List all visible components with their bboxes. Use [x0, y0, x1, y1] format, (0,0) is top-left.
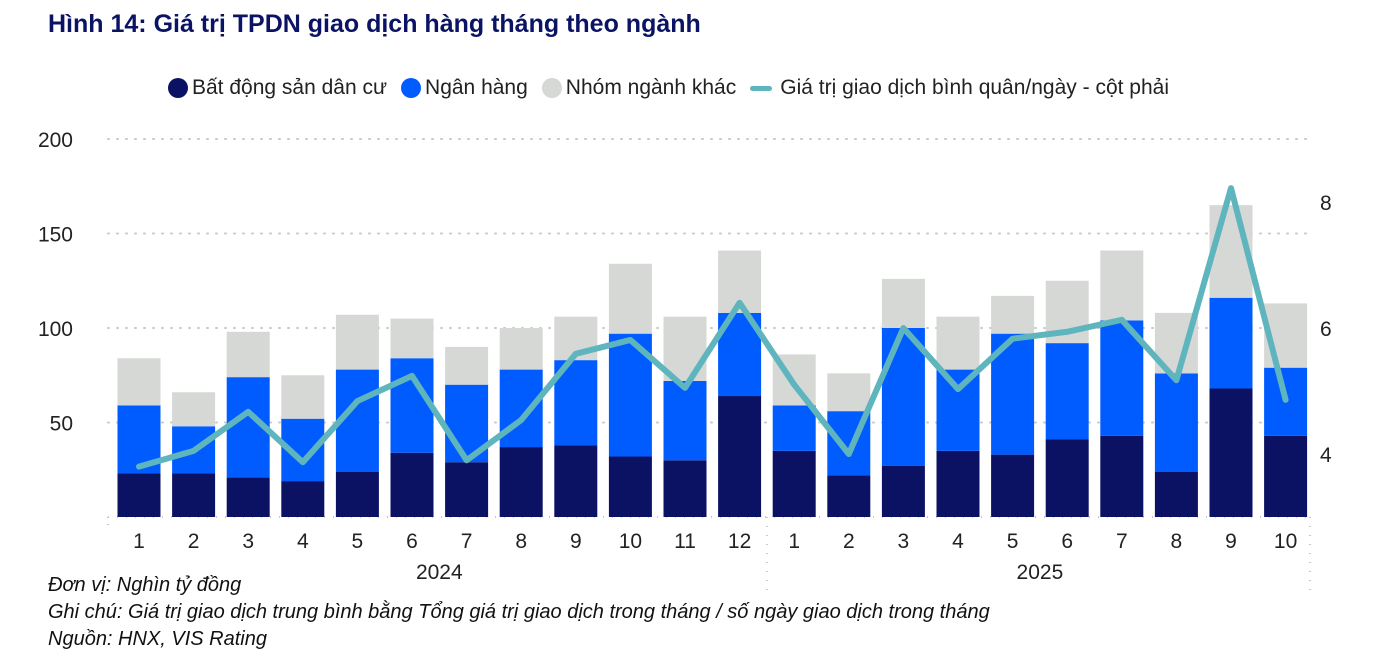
legend-swatch	[168, 78, 188, 98]
bar-others	[117, 358, 161, 406]
x-tick-label: 5	[352, 530, 364, 553]
bar-real-estate	[1264, 435, 1308, 517]
legend-label: Bất động sản dân cư	[192, 76, 388, 99]
x-tick-label: 8	[1171, 530, 1183, 553]
x-tick-label: 9	[570, 530, 582, 553]
y-left-tick-label: 200	[38, 129, 73, 152]
legend-label: Ngân hàng	[425, 76, 528, 99]
year-label: 2024	[416, 561, 463, 584]
notes: Đơn vị: Nghìn tỷ đồng Ghi chú: Giá trị g…	[48, 572, 990, 653]
x-tick-label: 7	[1116, 530, 1128, 553]
legend-item-real-estate: Bất động sản dân cư	[168, 76, 387, 100]
bar-banks	[881, 328, 925, 466]
x-tick-label: 12	[728, 530, 751, 553]
bar-others	[281, 375, 325, 419]
bar-others	[172, 392, 216, 427]
bar-real-estate	[1100, 435, 1144, 517]
legend-label: Nhóm ngành khác	[565, 76, 737, 99]
bar-real-estate	[663, 460, 707, 517]
x-tick-label: 3	[242, 530, 254, 553]
bar-others	[335, 314, 379, 370]
x-tick-label: 10	[1274, 530, 1297, 553]
x-tick-label: 6	[1061, 530, 1073, 553]
bar-others	[827, 373, 871, 412]
legend-label: Giá trị giao dịch bình quân/ngày - cột p…	[780, 76, 1169, 99]
bar-banks	[1209, 297, 1253, 389]
bar-banks	[663, 380, 707, 461]
bar-real-estate	[718, 396, 762, 517]
legend: Bất động sản dân cư Ngân hàng Nhóm ngành…	[168, 76, 1169, 100]
chart-title: Hình 14: Giá trị TPDN giao dịch hàng thá…	[48, 10, 701, 38]
bar-real-estate	[226, 477, 270, 517]
bar-banks	[1045, 343, 1089, 440]
y-right-tick-label: 8	[1320, 192, 1332, 215]
x-tick-label: 1	[788, 530, 800, 553]
bar-real-estate	[936, 450, 980, 517]
y-left-tick-label: 150	[38, 224, 73, 247]
bar-real-estate	[772, 450, 816, 517]
bar-real-estate	[554, 445, 598, 517]
bar-real-estate	[991, 454, 1035, 517]
legend-swatch	[401, 78, 422, 98]
y-right-tick-label: 4	[1320, 444, 1332, 467]
bar-others	[991, 295, 1035, 334]
x-tick-label: 4	[952, 530, 964, 553]
bar-real-estate	[499, 447, 543, 517]
x-tick-label: 5	[1007, 530, 1019, 553]
bar-real-estate	[1154, 471, 1198, 517]
y-left-tick-label: 50	[50, 413, 73, 436]
unit-note: Đơn vị: Nghìn tỷ đồng	[48, 574, 242, 596]
bar-real-estate	[608, 456, 652, 517]
source-note: Nguồn: HNX, VIS Rating	[48, 628, 267, 650]
x-tick-label: 3	[898, 530, 910, 553]
bar-real-estate	[117, 473, 161, 517]
bar-real-estate	[281, 481, 325, 517]
bar-others	[499, 328, 543, 370]
bar-banks	[772, 405, 816, 451]
x-tick-label: 8	[515, 530, 527, 553]
bar-real-estate	[172, 473, 216, 517]
year-label: 2025	[1017, 561, 1064, 584]
line-series	[136, 185, 1289, 470]
x-tick-label: 10	[619, 530, 642, 553]
bar-others	[390, 318, 434, 359]
bar-banks	[499, 369, 543, 448]
legend-item-line: Giá trị giao dịch bình quân/ngày - cột p…	[750, 76, 1169, 100]
x-tick-label: 7	[461, 530, 473, 553]
y-left-tick-label: 100	[38, 318, 73, 341]
x-tick-label: 2	[843, 530, 855, 553]
x-tick-label: 9	[1225, 530, 1237, 553]
legend-swatch	[541, 78, 562, 98]
x-tick-label: 2	[188, 530, 200, 553]
bar-real-estate	[390, 452, 434, 517]
bar-others	[1100, 250, 1144, 321]
bar-banks	[1154, 373, 1198, 472]
bar-real-estate	[881, 465, 925, 517]
bar-real-estate	[445, 462, 489, 517]
footnote: Ghi chú: Giá trị giao dịch trung bình bằ…	[48, 601, 990, 623]
bar-banks	[936, 369, 980, 451]
bar-real-estate	[827, 475, 871, 517]
bar-others	[608, 263, 652, 334]
legend-item-banks: Ngân hàng	[401, 76, 528, 100]
bar-others	[445, 346, 489, 385]
y-right-tick-label: 6	[1320, 318, 1332, 341]
bar-real-estate	[335, 471, 379, 517]
bar-banks	[390, 358, 434, 453]
x-tick-label: 11	[674, 530, 696, 553]
x-tick-label: 6	[406, 530, 418, 553]
legend-item-others: Nhóm ngành khác	[541, 76, 737, 100]
bar-others	[936, 316, 980, 370]
bar-others	[226, 331, 270, 378]
bar-real-estate	[1209, 388, 1253, 517]
bar-others	[881, 278, 925, 328]
bar-real-estate	[1045, 439, 1089, 517]
x-tick-label: 1	[133, 530, 145, 553]
x-tick-label: 4	[297, 530, 309, 553]
legend-swatch	[750, 85, 773, 91]
